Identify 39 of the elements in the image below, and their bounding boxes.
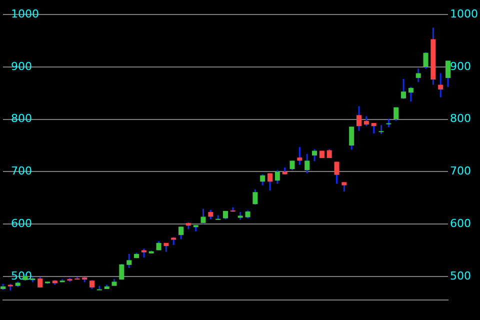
y-tick-label: 900: [11, 60, 32, 73]
y-tick-label: 700: [11, 164, 32, 178]
y-tick-label: 800: [11, 112, 32, 126]
candlestick: [401, 78, 406, 100]
candlestick: [371, 122, 376, 134]
candlestick: [408, 86, 414, 102]
y-tick-label: 1000: [11, 7, 39, 20]
y2-tick-label: 1000: [450, 7, 478, 20]
candlestick: [200, 208, 206, 225]
candlestick: [394, 106, 399, 122]
y2-tick-label: 500: [450, 269, 472, 282]
candlestick: [342, 181, 347, 192]
candlestick: [416, 68, 421, 83]
candlestick: [356, 105, 362, 132]
candlestick: [304, 153, 310, 174]
candlestick: [334, 161, 340, 184]
candlestick: [438, 72, 444, 98]
candlestick: [208, 209, 214, 220]
candlestick: [446, 60, 451, 88]
candlestick: [274, 169, 280, 184]
y2-tick-label: 800: [450, 112, 472, 126]
y2-tick-label: 600: [450, 216, 472, 230]
candlestick: [252, 188, 258, 206]
candlestick: [119, 263, 124, 280]
candlestick: [423, 52, 428, 70]
y2-tick-label: 700: [450, 164, 472, 178]
candlestick: [364, 115, 369, 127]
candlestick: [38, 276, 43, 288]
y2-tick-label: 900: [450, 60, 472, 73]
candlestick: [297, 146, 302, 166]
candlestick: [260, 174, 266, 186]
candlestick: [378, 124, 384, 135]
candlestick: [349, 126, 354, 150]
candlestick: [178, 226, 184, 240]
y-tick-label: 600: [11, 216, 32, 230]
candlestick: [268, 172, 273, 192]
candlestick: [126, 253, 132, 269]
candlestick: [290, 160, 295, 171]
candlestick: [312, 148, 318, 162]
